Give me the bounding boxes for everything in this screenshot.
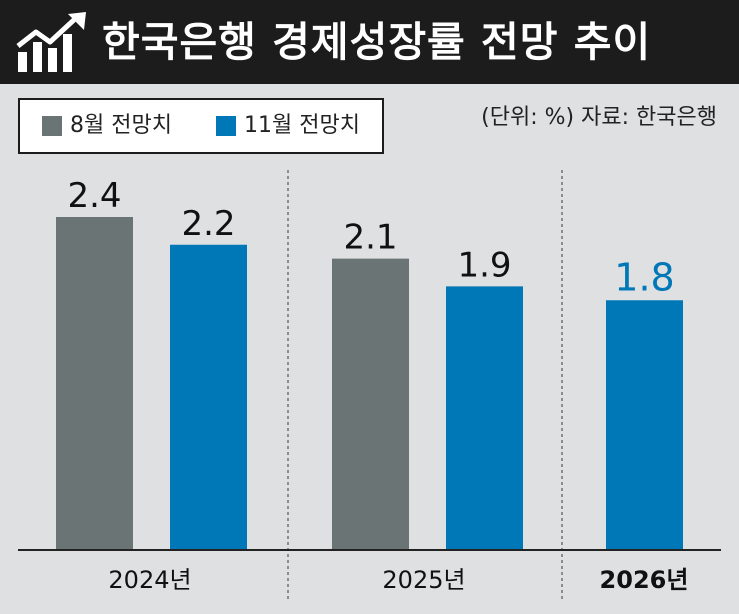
- page-title: 한국은행 경제성장률 전망 추이: [102, 18, 652, 66]
- bar-august-2025년: [332, 258, 409, 550]
- bar-august-2024년: [56, 217, 133, 550]
- bar-november-2024년: [170, 244, 247, 550]
- x-tick-label-2026년: 2026년: [600, 566, 689, 594]
- legend-label-november: 11월 전망치: [244, 113, 360, 138]
- legend-swatch-november: [216, 116, 236, 136]
- header-bar: 한국은행 경제성장률 전망 추이: [0, 0, 739, 84]
- data-label-august-2024년: 2.4: [67, 176, 121, 216]
- data-label-august-2025년: 2.1: [343, 218, 397, 258]
- source-label: 자료: 한국은행: [581, 105, 717, 130]
- unit-label: (단위: %): [481, 105, 575, 130]
- legend-label-august: 8월 전망치: [70, 113, 172, 138]
- data-label-november-2025년: 1.9: [457, 245, 511, 285]
- growth-chart-icon: [16, 12, 86, 72]
- x-tick-label-2024년: 2024년: [108, 566, 191, 594]
- x-tick-label-2025년: 2025년: [382, 566, 465, 594]
- data-label-november-2024년: 2.2: [181, 204, 235, 244]
- bar-november-2025년: [446, 286, 523, 550]
- bar-november-2026년: [606, 300, 683, 550]
- legend: 8월 전망치 11월 전망치: [18, 98, 384, 154]
- unit-source-note: (단위: %) 자료: 한국은행: [481, 100, 717, 136]
- data-label-november-2026년: 1.8: [614, 255, 674, 299]
- legend-swatch-august: [42, 116, 62, 136]
